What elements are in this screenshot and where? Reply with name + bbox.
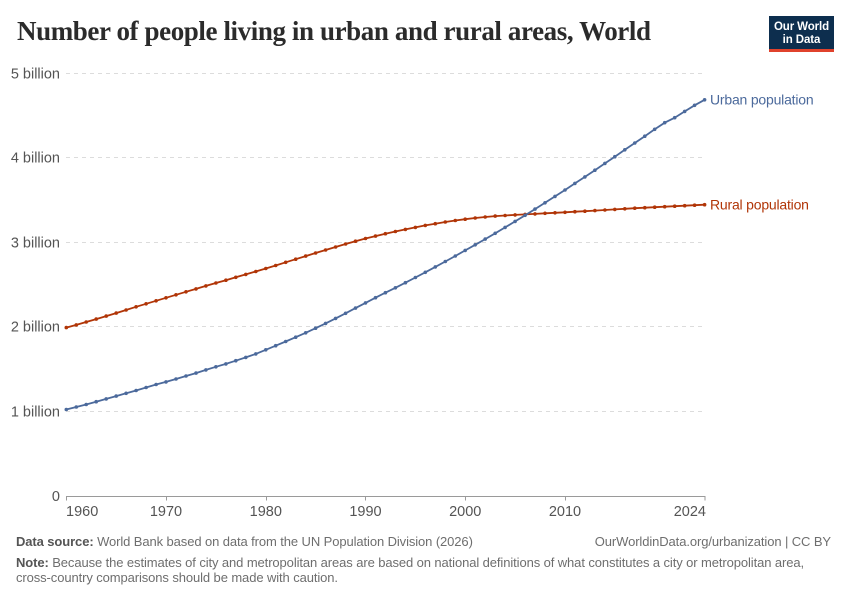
svg-text:2 billion: 2 billion <box>11 320 60 336</box>
svg-text:4 billion: 4 billion <box>11 151 60 167</box>
svg-text:3 billion: 3 billion <box>11 236 60 252</box>
svg-text:Rural population: Rural population <box>710 197 809 213</box>
svg-text:1960: 1960 <box>66 504 98 520</box>
svg-text:1 billion: 1 billion <box>11 405 60 421</box>
svg-text:5 billion: 5 billion <box>11 67 60 83</box>
svg-text:2010: 2010 <box>549 504 581 520</box>
svg-text:1970: 1970 <box>150 504 182 520</box>
svg-text:0: 0 <box>52 489 60 505</box>
svg-text:2024: 2024 <box>674 504 706 520</box>
svg-text:2000: 2000 <box>449 504 481 520</box>
svg-text:1990: 1990 <box>349 504 381 520</box>
svg-text:1980: 1980 <box>250 504 282 520</box>
svg-text:Urban population: Urban population <box>710 92 813 108</box>
